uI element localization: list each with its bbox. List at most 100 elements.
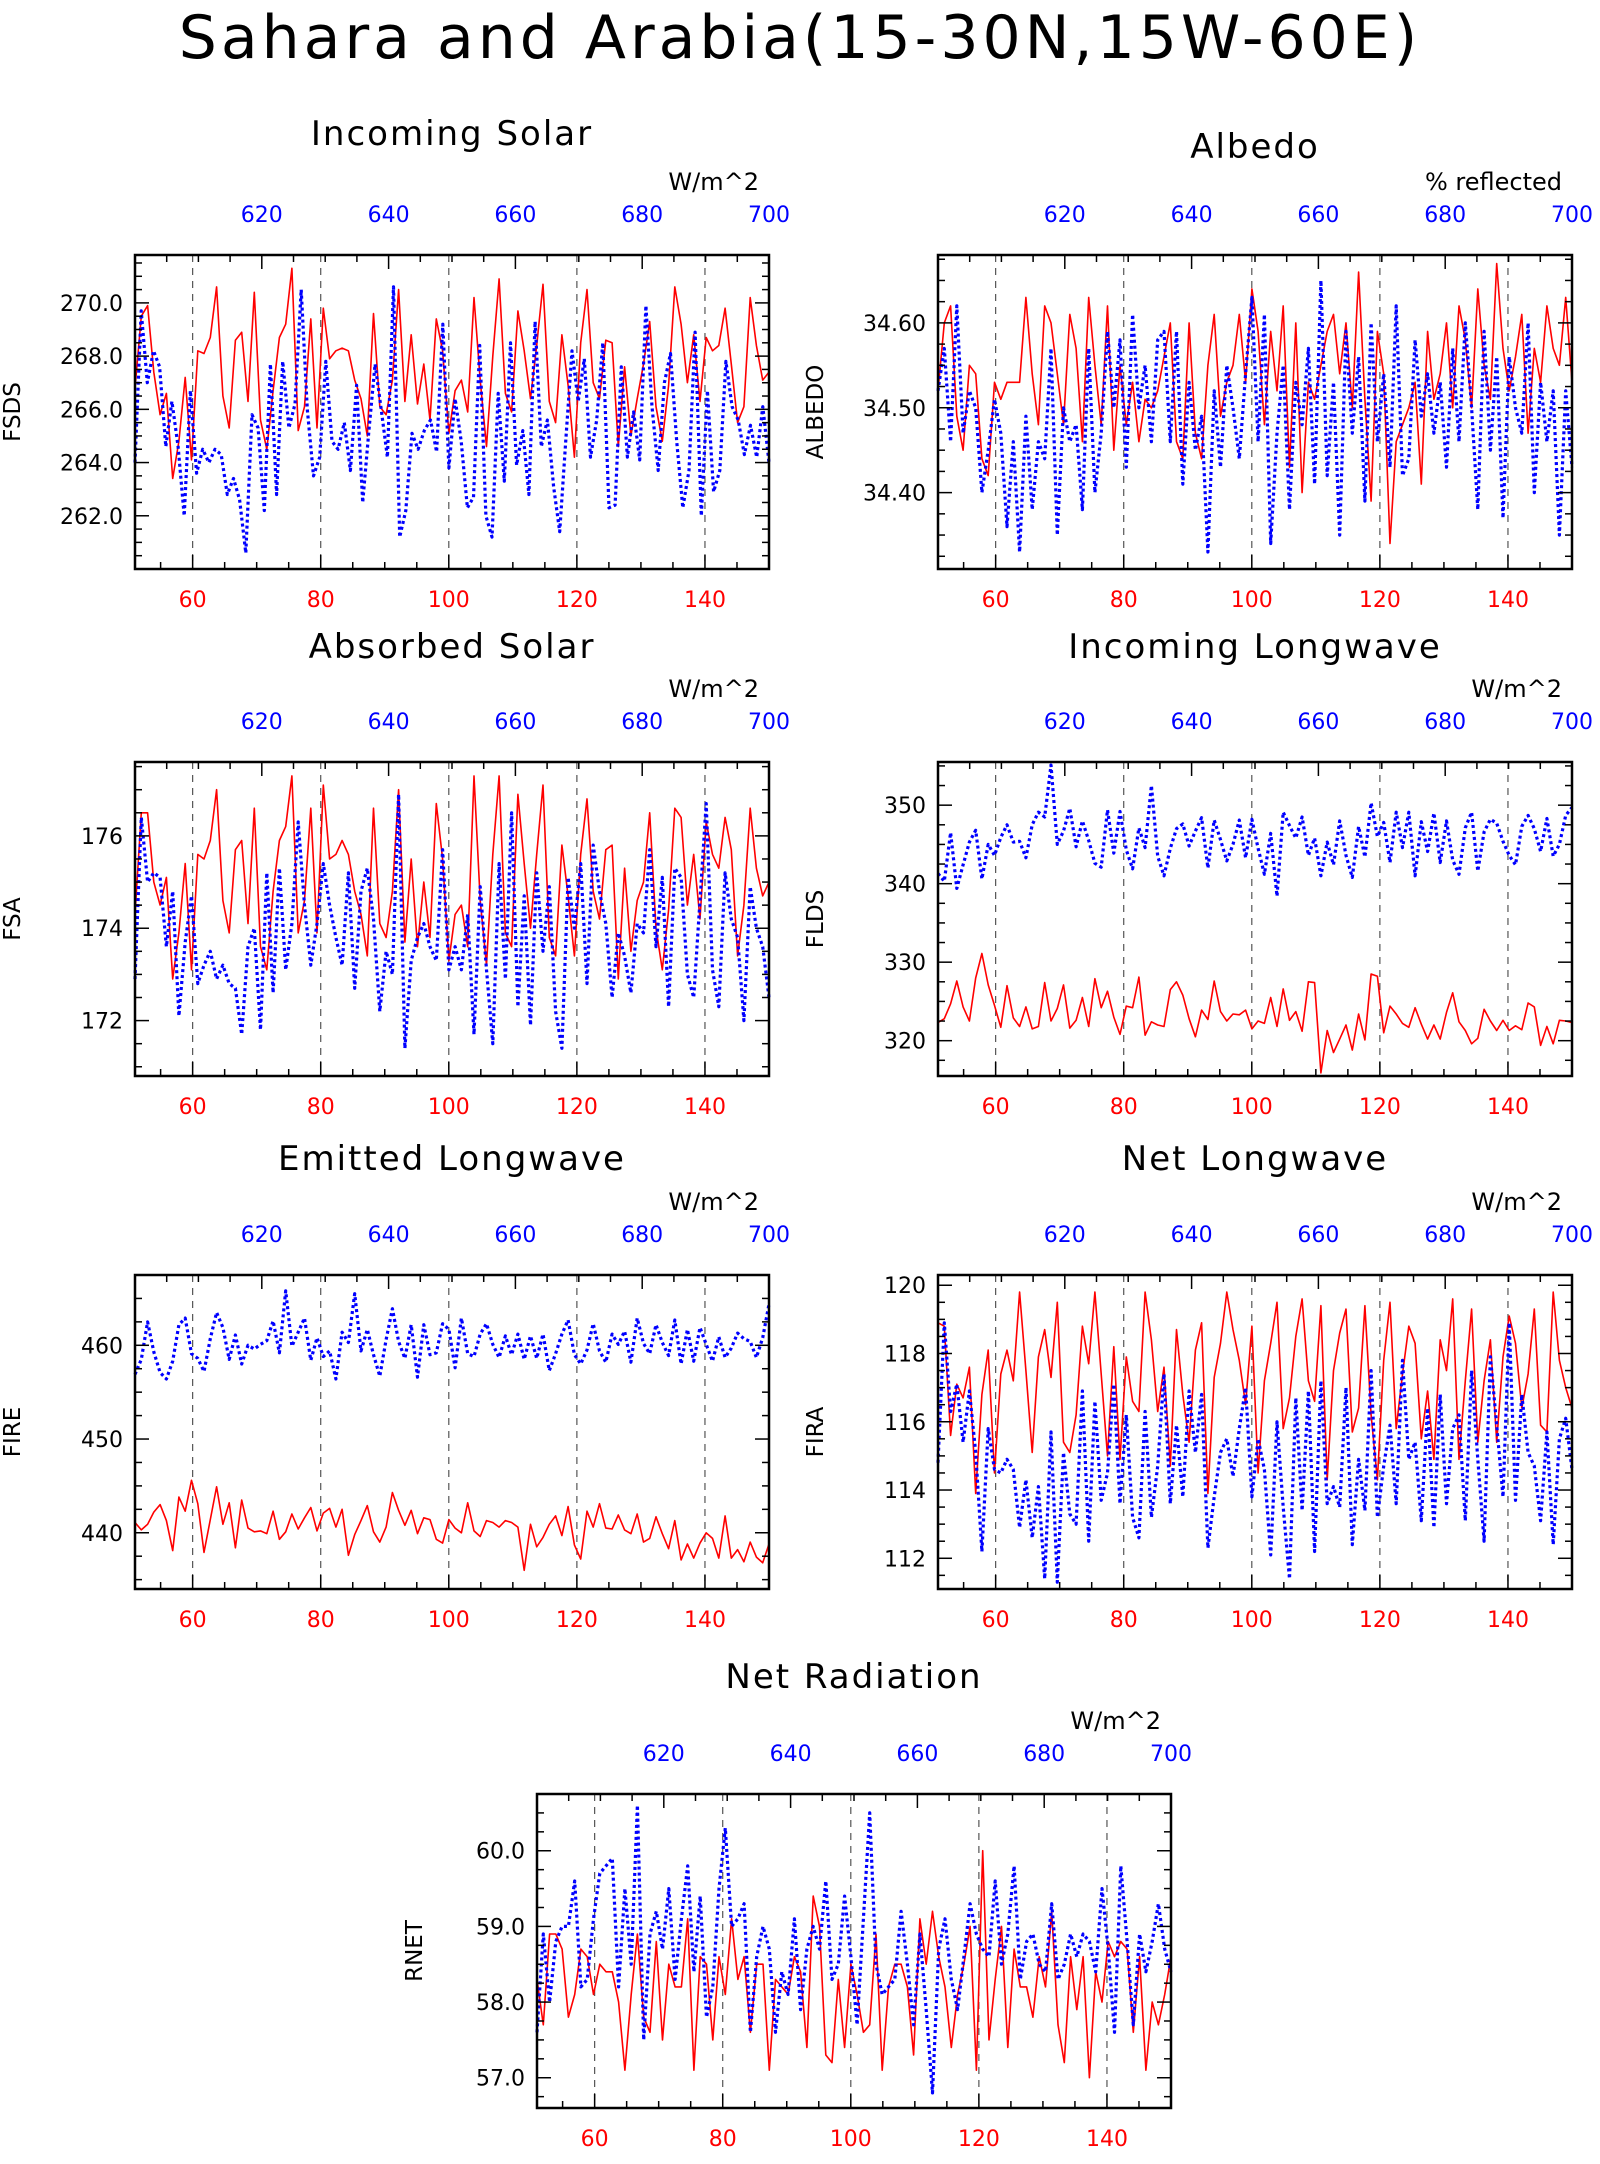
y-tick-label: 116 xyxy=(884,1411,926,1436)
x-tick-label-top: 620 xyxy=(643,1742,685,1767)
series-line-red xyxy=(134,267,770,480)
x-tick-label-top: 640 xyxy=(368,1223,410,1248)
x-tick-label-top: 620 xyxy=(1044,1223,1086,1248)
x-tick-label-bottom: 80 xyxy=(1110,588,1138,613)
x-tick-label-bottom: 60 xyxy=(179,1095,207,1120)
x-tick-label-top: 620 xyxy=(1044,203,1086,228)
panel-title: Absorbed Solar xyxy=(309,627,596,667)
series-line-red xyxy=(134,775,770,980)
x-tick-label-top: 640 xyxy=(368,203,410,228)
y-tick-label: 268.0 xyxy=(60,345,123,370)
y-tick-label: 174 xyxy=(81,917,123,942)
x-tick-label-top: 700 xyxy=(748,1223,790,1248)
y-tick-label: 118 xyxy=(884,1343,926,1368)
x-tick-label-bottom: 120 xyxy=(556,1608,598,1633)
y-tick-label: 450 xyxy=(81,1428,123,1453)
x-tick-label-bottom: 140 xyxy=(1487,1095,1529,1120)
series-line-red xyxy=(937,1291,1573,1495)
y-axis-label: FSA xyxy=(0,897,26,941)
x-tick-label-top: 620 xyxy=(241,1223,283,1248)
panel-albedo: Albedo % reflected 60 80 100 120 140 620 640 660 6… xyxy=(803,127,1593,613)
x-tick-label-top: 700 xyxy=(1150,1742,1192,1767)
y-axis-label: RNET xyxy=(402,1919,428,1982)
x-tick-label-top: 680 xyxy=(1023,1742,1065,1767)
panel-title: Incoming Solar xyxy=(311,114,593,154)
y-tick-label: 34.50 xyxy=(863,397,926,422)
y-axis-label: ALBEDO xyxy=(803,365,829,460)
x-tick-label-top: 700 xyxy=(748,710,790,735)
y-tick-label: 262.0 xyxy=(60,505,123,530)
x-tick-label-bottom: 100 xyxy=(1231,1095,1273,1120)
units-label: W/m^2 xyxy=(1471,675,1562,703)
x-tick-label-top: 700 xyxy=(1551,710,1593,735)
y-tick-label: 460 xyxy=(81,1334,123,1359)
y-tick-label: 350 xyxy=(884,794,926,819)
x-tick-label-top: 680 xyxy=(1424,710,1466,735)
x-tick-label-top: 660 xyxy=(1297,203,1339,228)
y-tick-label: 266.0 xyxy=(60,398,123,423)
panel-title: Emitted Longwave xyxy=(278,1139,626,1179)
x-tick-label-top: 640 xyxy=(770,1742,812,1767)
y-tick-label: 320 xyxy=(884,1030,926,1055)
series-line-blue xyxy=(133,792,771,1050)
x-tick-label-bottom: 120 xyxy=(958,2127,1000,2152)
x-tick-label-bottom: 80 xyxy=(1110,1608,1138,1633)
series-line-blue xyxy=(936,1321,1574,1584)
x-tick-label-bottom: 60 xyxy=(179,1608,207,1633)
x-tick-label-bottom: 60 xyxy=(179,588,207,613)
x-tick-label-top: 620 xyxy=(241,710,283,735)
x-tick-label-top: 700 xyxy=(748,203,790,228)
y-tick-label: 270.0 xyxy=(60,292,123,317)
x-tick-label-top: 680 xyxy=(621,203,663,228)
y-tick-label: 34.40 xyxy=(863,482,926,507)
panel-fira: Net Longwave W/m^2 60 80 100 120 140 620 640 660 6… xyxy=(803,1139,1593,1633)
x-tick-label-bottom: 140 xyxy=(1086,2127,1128,2152)
y-tick-label: 112 xyxy=(884,1547,926,1572)
panel-rnet: Net Radiation W/m^2 60 80 100 120 140 620 640 660… xyxy=(402,1657,1192,2152)
x-tick-label-bottom: 120 xyxy=(1359,1095,1401,1120)
x-tick-label-top: 660 xyxy=(1297,710,1339,735)
x-tick-label-bottom: 120 xyxy=(1359,1608,1401,1633)
y-tick-label: 120 xyxy=(884,1274,926,1299)
y-tick-label: 176 xyxy=(81,825,123,850)
panel-fire: Emitted Longwave W/m^2 60 80 100 120 140 620 640… xyxy=(0,1139,790,1633)
x-tick-label-bottom: 120 xyxy=(556,1095,598,1120)
y-tick-label: 58.0 xyxy=(476,1991,525,2016)
series-line-red xyxy=(937,952,1573,1074)
x-tick-label-bottom: 100 xyxy=(1231,1608,1273,1633)
x-tick-label-top: 640 xyxy=(1171,203,1213,228)
series-line-blue xyxy=(936,763,1574,898)
x-tick-label-bottom: 140 xyxy=(684,1608,726,1633)
y-tick-label: 57.0 xyxy=(476,2067,525,2092)
x-tick-label-bottom: 120 xyxy=(556,588,598,613)
series-line-blue xyxy=(133,1289,771,1381)
panel-flds: Incoming Longwave W/m^2 60 80 100 120 140 620 64… xyxy=(803,627,1593,1120)
x-tick-label-bottom: 100 xyxy=(830,2127,872,2152)
y-tick-label: 60.0 xyxy=(476,1840,525,1865)
x-tick-label-bottom: 100 xyxy=(428,1095,470,1120)
x-tick-label-top: 660 xyxy=(494,710,536,735)
y-tick-label: 172 xyxy=(81,1010,123,1035)
panel-fsds: Incoming Solar W/m^2 60 80 100 120 140 620 640 66… xyxy=(0,114,790,613)
y-tick-label: 440 xyxy=(81,1522,123,1547)
x-tick-label-top: 680 xyxy=(1424,1223,1466,1248)
x-tick-label-top: 700 xyxy=(1551,1223,1593,1248)
x-tick-label-bottom: 100 xyxy=(428,1608,470,1633)
panel-title: Net Radiation xyxy=(725,1657,982,1697)
units-label: W/m^2 xyxy=(1471,1188,1562,1216)
x-tick-label-bottom: 140 xyxy=(684,588,726,613)
y-axis-label: FSDS xyxy=(0,382,26,442)
panel-title: Net Longwave xyxy=(1122,1139,1388,1179)
x-tick-label-bottom: 140 xyxy=(1487,1608,1529,1633)
units-label: W/m^2 xyxy=(1070,1707,1161,1735)
x-tick-label-bottom: 60 xyxy=(982,588,1010,613)
series-line-blue xyxy=(535,1803,1173,2095)
x-tick-label-bottom: 80 xyxy=(307,1095,335,1120)
x-tick-label-bottom: 60 xyxy=(982,1608,1010,1633)
y-tick-label: 59.0 xyxy=(476,1915,525,1940)
x-tick-label-top: 640 xyxy=(1171,1223,1213,1248)
panel-title: Albedo xyxy=(1190,127,1320,167)
y-tick-label: 330 xyxy=(884,951,926,976)
